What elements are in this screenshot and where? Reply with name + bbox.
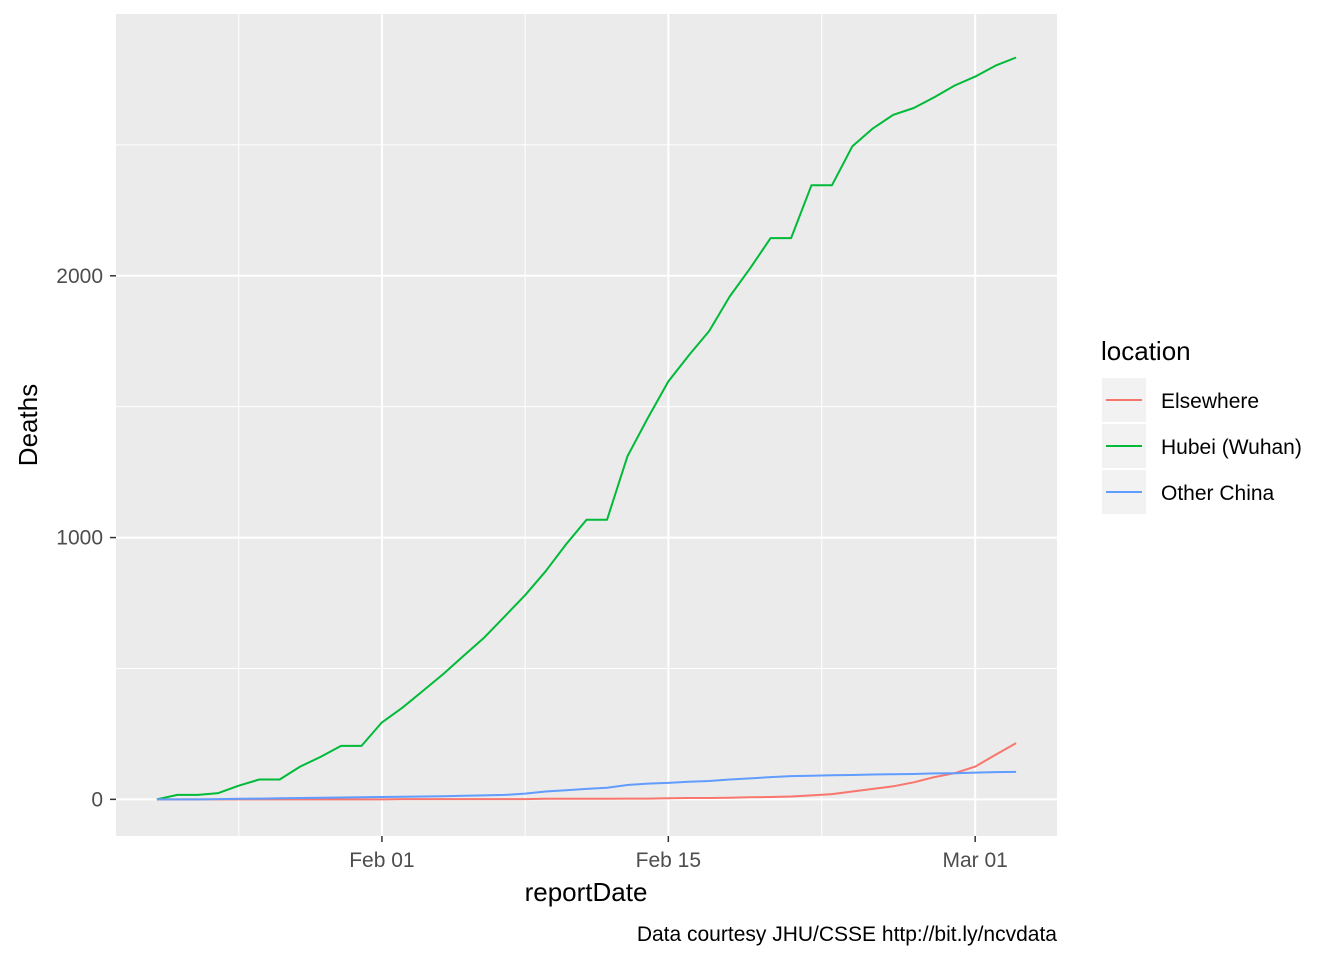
x-tick-label: Feb 15 [636,849,701,872]
series-line-elsewhere [156,742,1017,801]
x-axis: Feb 01 Feb 15 Mar 01 [349,836,1008,872]
plot-panel [116,14,1057,836]
y-tick-label: 2000 [56,265,103,288]
legend-label: Other China [1161,482,1275,505]
y-axis-title: Deaths [13,384,43,466]
legend-title: location [1101,336,1191,366]
x-axis-title: reportDate [525,877,648,907]
x-tick-label: Mar 01 [942,849,1007,872]
y-tick-label: 0 [91,788,103,811]
y-axis: 0 1000 2000 [56,265,116,811]
legend: location Elsewhere Hubei (Wuhan) Other Chi… [1101,336,1302,514]
grid-minor [116,14,1057,836]
x-tick-label: Feb 01 [349,849,414,872]
series-line-other-china [156,770,1017,801]
legend-label: Hubei (Wuhan) [1161,436,1302,459]
legend-items: Elsewhere Hubei (Wuhan) Other China [1102,378,1302,514]
legend-label: Elsewhere [1161,390,1259,413]
caption: Data courtesy JHU/CSSE http://bit.ly/ncv… [637,923,1057,946]
y-tick-label: 1000 [56,527,103,550]
series-line-hubei-wuhan [156,56,1017,801]
series-lines [156,56,1017,801]
